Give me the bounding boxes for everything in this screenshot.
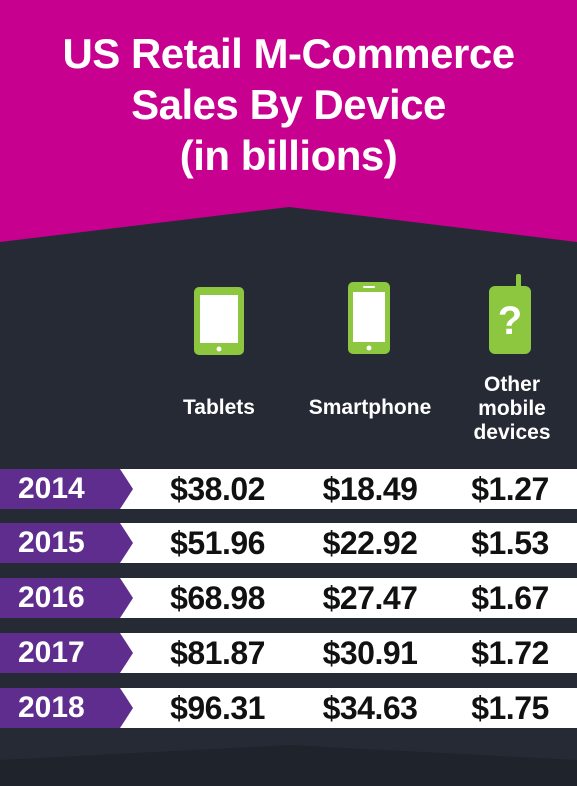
value-tablets: $38.02 <box>170 471 265 507</box>
value-smartphone: $27.47 <box>322 580 418 616</box>
smartphone-icon <box>348 282 390 354</box>
tablet-icon <box>194 287 244 355</box>
column-header-other-line-2: mobile <box>478 397 546 420</box>
value-smartphone: $18.49 <box>322 471 418 507</box>
year-label: 2017 <box>0 633 133 673</box>
table-row: 2017 $81.87 $30.91 $1.72 <box>0 633 577 673</box>
title-line-3: (in billions) <box>179 132 398 179</box>
column-header-other: Other mobile devices <box>462 373 562 445</box>
year-label: 2014 <box>0 469 133 509</box>
column-header-tablets: Tablets <box>159 396 279 420</box>
title-banner <box>0 0 577 242</box>
value-tablets: $96.31 <box>170 690 265 726</box>
value-smartphone: $30.91 <box>322 635 418 671</box>
table-row: 2018 $96.31 $34.63 $1.75 <box>0 688 577 728</box>
table-row: 2016 $68.98 $27.47 $1.67 <box>0 578 577 618</box>
value-smartphone: $34.63 <box>322 690 418 726</box>
value-smartphone: $22.92 <box>322 525 418 561</box>
column-header-smartphone-line: Smartphone <box>308 396 432 419</box>
column-header-other-line-3: devices <box>473 421 551 444</box>
chart-title: US Retail M-Commerce Sales By Device (in… <box>0 0 577 181</box>
value-tablets: $81.87 <box>170 635 265 671</box>
value-other: $1.27 <box>471 471 549 507</box>
title-line-1: US Retail M-Commerce <box>62 30 515 77</box>
svg-text:?: ? <box>498 299 522 343</box>
year-label: 2015 <box>0 523 133 563</box>
column-header-other-line-1: Other <box>483 373 540 396</box>
value-other: $1.75 <box>471 690 549 726</box>
table-row: 2015 $51.96 $22.92 $1.53 <box>0 523 577 563</box>
value-other: $1.53 <box>471 525 549 561</box>
question-phone-icon: ? <box>489 274 531 354</box>
value-tablets: $51.96 <box>170 525 265 561</box>
value-other: $1.67 <box>471 580 549 616</box>
value-other: $1.72 <box>471 635 549 671</box>
column-header-smartphone: Smartphone <box>295 396 445 420</box>
year-label: 2018 <box>0 688 133 728</box>
year-label: 2016 <box>0 578 133 618</box>
column-header-tablets-line: Tablets <box>183 396 255 419</box>
table-row: 2014 $38.02 $18.49 $1.27 <box>0 469 577 509</box>
value-tablets: $68.98 <box>170 580 265 616</box>
title-line-2: Sales By Device <box>131 81 446 128</box>
